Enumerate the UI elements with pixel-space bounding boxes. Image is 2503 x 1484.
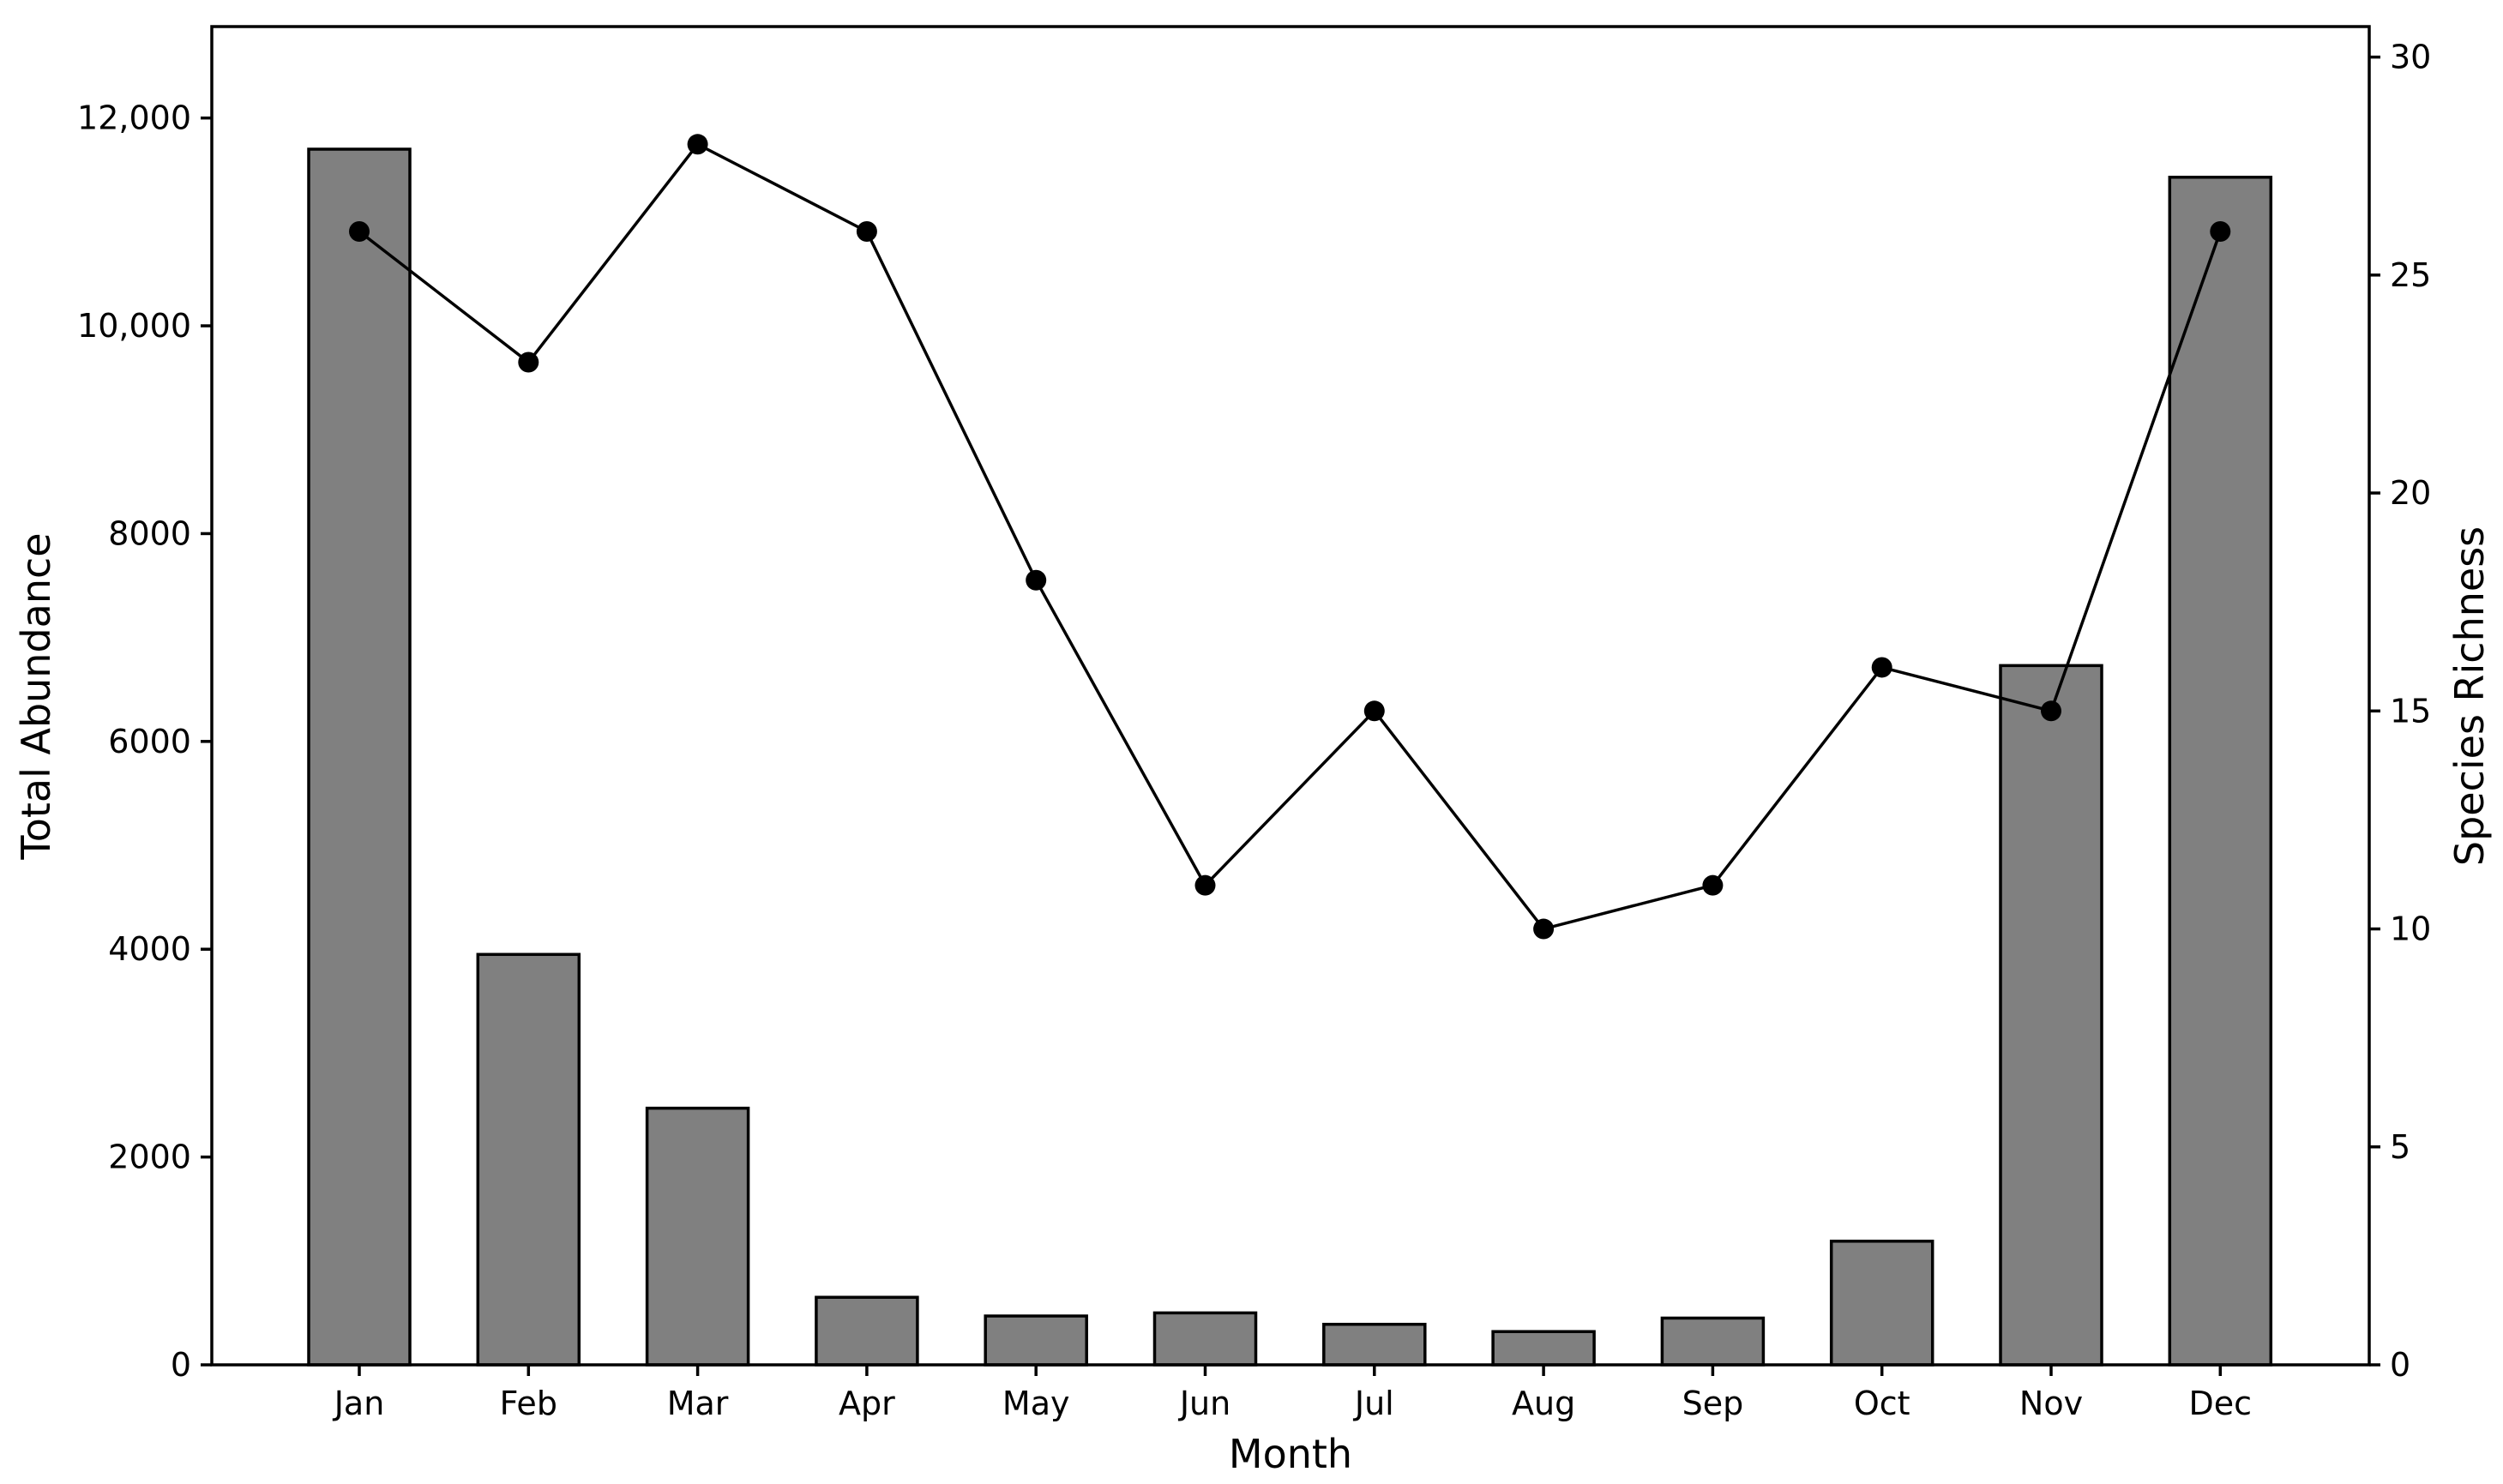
bar-feb (476, 952, 581, 1367)
bar-oct (1829, 1240, 1934, 1367)
y-ticks-group: 0 2000 4000 6000 8000 10,000 12,000 (77, 99, 212, 1384)
y2-tick-label: 20 (2390, 474, 2431, 512)
richness-point-mar (687, 134, 708, 155)
x-tick-label: Jan (333, 1385, 385, 1422)
richness-point-nov (2041, 700, 2061, 722)
bar-jan (307, 147, 412, 1367)
bar-dec (2168, 175, 2273, 1367)
x-tick-label: May (1002, 1385, 1070, 1422)
y2-ticks-group: 0 5 10 15 20 25 30 (2369, 39, 2431, 1384)
bars-group (307, 147, 2273, 1367)
richness-point-oct (1871, 657, 1892, 678)
y-tick-label: 10,000 (77, 307, 191, 345)
x-tick-label: Oct (1854, 1385, 1910, 1422)
y-tick-label: 2000 (108, 1139, 191, 1176)
x-tick-label: Sep (1682, 1385, 1744, 1422)
richness-point-dec (2210, 220, 2231, 242)
y2-tick-label: 0 (2390, 1346, 2410, 1384)
richness-line (358, 142, 2222, 931)
bar-jul (1322, 1322, 1427, 1367)
y-axis-label: Total Abundance (13, 532, 59, 860)
x-tick-label: Jul (1353, 1385, 1394, 1422)
richness-point-may (1026, 569, 1047, 591)
x-tick-label: Mar (667, 1385, 729, 1422)
y2-tick-label: 5 (2390, 1128, 2410, 1166)
richness-point-sep (1702, 874, 1724, 896)
x-axis-label: Month (1229, 1431, 1352, 1477)
y2-tick-label: 15 (2390, 692, 2431, 730)
x-tick-label: Dec (2189, 1385, 2253, 1422)
bar-sep (1660, 1316, 1766, 1367)
y2-tick-label: 30 (2390, 39, 2431, 76)
y-tick-label: 6000 (108, 723, 191, 760)
richness-point-jun (1194, 874, 1216, 896)
x-tick-label: Nov (2019, 1385, 2083, 1422)
richness-point-apr (856, 220, 877, 242)
richness-point-jan (349, 220, 370, 242)
x-tick-label: Feb (500, 1385, 557, 1422)
y-tick-label: 12,000 (77, 99, 191, 137)
x-ticks-group: Jan Feb Mar Apr May Jun Jul Aug Sep Oct Nov Dec (333, 1365, 2252, 1422)
y-tick-label: 4000 (108, 930, 191, 968)
x-tick-label: Jun (1178, 1385, 1230, 1422)
bar-nov (1999, 664, 2103, 1367)
richness-point-feb (518, 351, 539, 373)
bar-aug (1491, 1330, 1596, 1367)
plot-frame (210, 25, 2371, 1367)
y2-tick-label: 25 (2390, 256, 2431, 294)
y2-tick-label: 10 (2390, 910, 2431, 948)
y-tick-label: 8000 (108, 514, 191, 552)
y-tick-label: 0 (171, 1346, 191, 1384)
richness-point-aug (1533, 918, 1555, 940)
x-tick-label: Apr (839, 1385, 895, 1422)
line-group (349, 134, 2231, 940)
bar-mar (645, 1106, 750, 1367)
richness-point-jul (1363, 700, 1385, 722)
bar-jun (1152, 1311, 1258, 1367)
y2-axis-label: Species Richness (2446, 526, 2493, 866)
bar-apr (815, 1295, 919, 1367)
x-tick-label: Aug (1512, 1385, 1575, 1422)
bar-may (984, 1314, 1088, 1367)
